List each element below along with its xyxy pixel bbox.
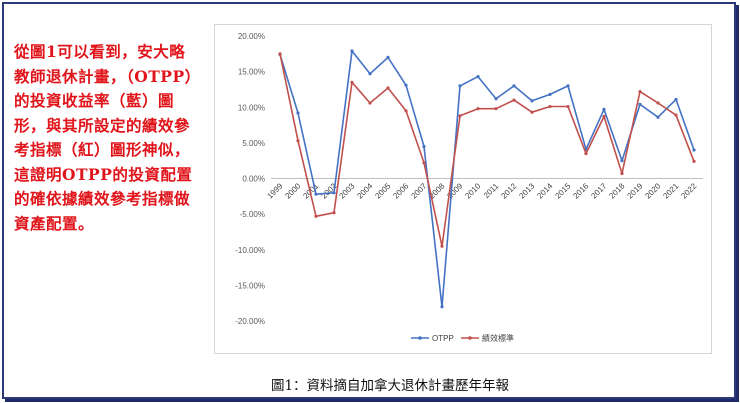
x-tick-label: 2022 [679, 181, 698, 200]
data-point [674, 97, 678, 102]
data-point [332, 191, 336, 195]
x-tick-label: 2017 [589, 181, 608, 200]
x-tick-label: 2018 [607, 181, 626, 200]
data-point [404, 83, 408, 87]
series-line-otpp [279, 50, 695, 308]
x-tick-label: 2010 [463, 181, 482, 200]
x-tick-label: 2015 [553, 181, 572, 200]
data-point [386, 86, 390, 90]
data-point [566, 84, 570, 88]
data-point [296, 111, 300, 115]
y-tick-label: 10.00% [238, 103, 265, 112]
legend-label: OTPP [432, 334, 454, 343]
figure-caption-row: 圖1：資料摘自加拿大退休計畫歷年年報 [0, 374, 740, 394]
data-point [512, 84, 516, 88]
data-point [602, 107, 606, 111]
explanation-note: 從圖1可以看到，安大略教師退休計畫，（OTPP）的投資收益率（藍）圖形，與其所設… [14, 42, 193, 233]
data-point [422, 144, 426, 149]
y-tick-label: -20.00% [235, 317, 265, 326]
data-point [440, 244, 444, 248]
data-point [458, 84, 462, 88]
data-point [350, 49, 354, 53]
data-point [350, 80, 354, 84]
data-point [278, 52, 282, 56]
x-tick-label: 2013 [517, 181, 536, 200]
x-tick-label: 2005 [373, 181, 392, 200]
data-point [458, 114, 462, 118]
data-point [512, 98, 516, 102]
data-point [494, 107, 498, 111]
y-tick-label: -10.00% [235, 246, 265, 255]
x-tick-label: 2020 [643, 181, 662, 200]
data-point [692, 159, 696, 163]
data-point [314, 214, 318, 218]
legend-marker [468, 336, 472, 340]
data-point [296, 139, 300, 143]
data-point [638, 89, 642, 94]
data-point [548, 92, 552, 97]
x-tick-label: 2003 [337, 181, 356, 200]
data-point [620, 171, 624, 176]
x-tick-label: 2011 [482, 181, 501, 200]
data-point [368, 101, 372, 105]
data-point [332, 211, 336, 215]
data-point [440, 305, 444, 309]
chart-container: 20.00% 15.00% 10.00% 5.00% 0.00% -5.00% -10.00… [214, 24, 712, 354]
x-tick-label: 2006 [391, 181, 410, 200]
data-point [620, 159, 624, 163]
data-point [476, 75, 480, 79]
y-tick-label: -15.00% [235, 281, 265, 290]
data-point [422, 161, 426, 165]
data-point [602, 114, 606, 119]
x-tick-label: 2004 [355, 181, 374, 200]
y-tick-label: 5.00% [242, 139, 265, 148]
data-point [404, 109, 408, 113]
line-chart: 20.00% 15.00% 10.00% 5.00% 0.00% -5.00% -10.00… [235, 32, 703, 343]
x-tick-label: 2019 [625, 181, 644, 200]
data-point [548, 104, 552, 109]
y-tick-label: -5.00% [240, 210, 265, 219]
data-point [368, 72, 372, 76]
data-point [584, 151, 588, 156]
data-point [674, 113, 678, 117]
y-tick-label: 20.00% [238, 32, 265, 41]
x-tick-label: 2014 [535, 181, 554, 200]
x-tick-label: 2016 [571, 181, 590, 200]
data-point [494, 97, 498, 101]
data-point [386, 55, 390, 59]
x-tick-label: 2000 [283, 181, 302, 200]
y-tick-label: 15.00% [238, 68, 265, 77]
data-point [656, 101, 660, 105]
x-tick-label: 2021 [661, 181, 680, 200]
x-tick-label: 2007 [409, 181, 428, 200]
figure-caption: 圖1：資料摘自加拿大退休計畫歷年年報 [270, 378, 510, 394]
data-point [656, 115, 660, 119]
legend-label: 績效標準 [482, 333, 514, 343]
data-point [638, 102, 642, 106]
series-line-benchmark [279, 53, 695, 247]
data-point [566, 104, 570, 109]
data-point [314, 192, 318, 196]
data-point [530, 99, 534, 103]
y-tick-label: 0.00% [242, 175, 265, 184]
x-tick-label: 2012 [499, 181, 518, 200]
data-point [692, 148, 696, 152]
x-tick-label: 1999 [265, 181, 284, 200]
data-point [530, 110, 534, 114]
legend-marker [418, 336, 422, 340]
data-point [476, 107, 480, 111]
